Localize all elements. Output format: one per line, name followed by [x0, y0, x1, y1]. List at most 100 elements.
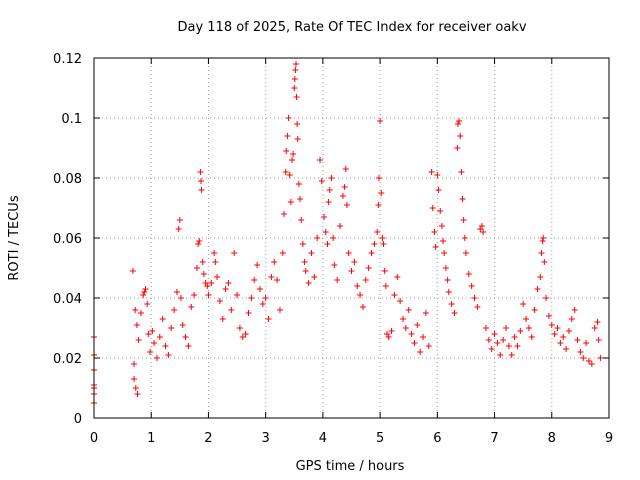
data-point: [285, 115, 292, 121]
data-point: [141, 289, 148, 295]
data-point: [248, 295, 255, 301]
data-point: [259, 301, 266, 307]
marks-layer: [91, 61, 604, 406]
data-point: [176, 217, 183, 223]
data-point: [454, 121, 461, 127]
data-point: [295, 181, 302, 187]
data-point: [448, 301, 455, 307]
data-point: [362, 277, 369, 283]
data-point: [214, 274, 221, 280]
data-point: [474, 304, 481, 310]
data-point: [239, 334, 246, 340]
data-point: [256, 286, 263, 292]
data-point: [137, 310, 144, 316]
data-point: [551, 331, 558, 337]
data-point: [208, 280, 215, 286]
data-point: [388, 328, 395, 334]
data-point: [286, 172, 293, 178]
data-point: [175, 226, 182, 232]
data-point: [543, 295, 550, 301]
data-point: [588, 361, 595, 367]
data-point: [540, 235, 547, 241]
data-point: [159, 316, 166, 322]
y-tick-label: 0.1: [61, 112, 82, 127]
data-point: [236, 325, 243, 331]
data-point: [560, 334, 567, 340]
data-point: [311, 274, 318, 280]
data-point: [351, 259, 358, 265]
data-point: [337, 223, 344, 229]
y-axis-title: ROTI / TECUs: [7, 195, 22, 280]
data-point: [545, 313, 552, 319]
data-point: [354, 283, 361, 289]
data-point: [422, 310, 429, 316]
data-point: [144, 301, 151, 307]
data-point: [234, 292, 241, 298]
data-point: [165, 352, 172, 358]
data-point: [151, 340, 158, 346]
data-point: [577, 349, 584, 355]
data-point: [468, 283, 475, 289]
data-point: [334, 277, 341, 283]
y-axis: 0 0.02 0.04 0.06 0.08 0.1 0.12: [53, 52, 609, 427]
data-point: [251, 277, 258, 283]
y-tick-label: 0.08: [53, 172, 82, 187]
data-point: [357, 292, 364, 298]
x-tick-label: 5: [376, 431, 384, 446]
data-point: [400, 316, 406, 322]
data-point: [196, 238, 203, 244]
data-point: [442, 265, 449, 271]
data-point: [456, 118, 463, 124]
data-point: [294, 121, 301, 127]
data-point: [585, 358, 592, 364]
data-point: [591, 325, 598, 331]
data-point: [595, 337, 602, 343]
data-point: [326, 187, 333, 193]
data-point: [132, 307, 139, 313]
data-point: [375, 175, 382, 181]
data-point: [454, 145, 461, 151]
x-tick-label: 2: [204, 431, 212, 446]
data-point: [324, 241, 331, 247]
data-point: [134, 391, 141, 397]
data-point: [198, 178, 205, 184]
data-point: [382, 283, 389, 289]
data-point: [405, 307, 412, 313]
data-point: [434, 172, 441, 178]
data-point: [284, 133, 291, 139]
data-point: [302, 268, 309, 274]
data-point: [162, 343, 169, 349]
data-point: [380, 241, 387, 247]
data-point: [194, 265, 200, 271]
grid-layer: [94, 58, 609, 418]
data-point: [438, 223, 445, 229]
data-point: [480, 229, 487, 235]
data-point: [565, 328, 572, 334]
data-point: [500, 337, 507, 343]
data-point: [583, 340, 590, 346]
data-point: [301, 259, 308, 265]
data-point: [471, 295, 478, 301]
data-point: [597, 355, 604, 361]
data-point: [299, 241, 306, 247]
plot-frame: [93, 57, 610, 419]
data-point: [177, 295, 184, 301]
data-point: [402, 325, 409, 331]
data-point: [288, 157, 295, 163]
data-point: [191, 292, 198, 298]
x-tick-label: 9: [605, 431, 613, 446]
data-point: [330, 235, 337, 241]
data-point: [268, 274, 275, 280]
data-point: [348, 268, 355, 274]
data-point: [287, 199, 294, 205]
x-axis-title: GPS time / hours: [296, 459, 405, 474]
data-point: [322, 229, 329, 235]
x-tick-label: 6: [433, 431, 441, 446]
data-point: [514, 343, 521, 349]
data-point: [179, 322, 186, 328]
data-point: [182, 334, 189, 340]
data-point: [131, 361, 138, 367]
data-point: [271, 259, 278, 265]
